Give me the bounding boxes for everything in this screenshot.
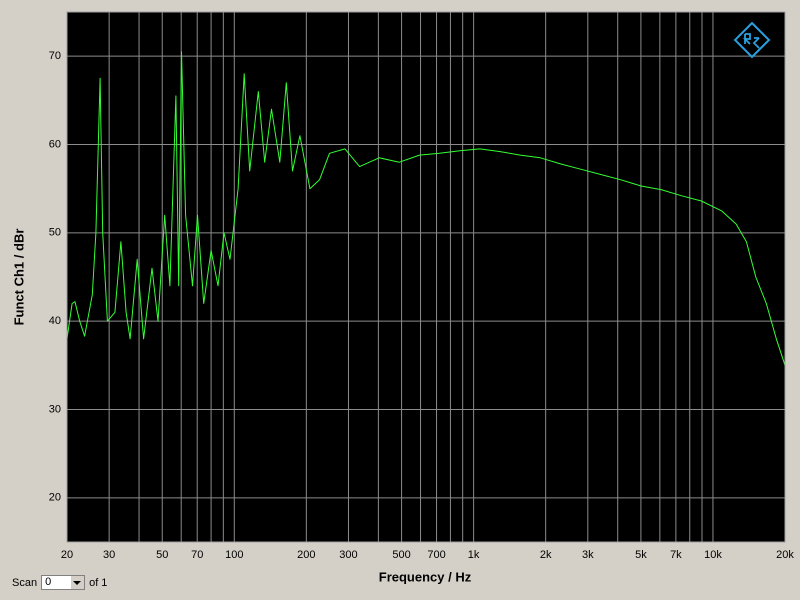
y-tick-label: 40 (49, 315, 61, 327)
x-tick-label: 500 (392, 549, 410, 561)
plot-area (67, 12, 785, 542)
y-tick-label: 70 (49, 50, 61, 62)
x-tick-label: 20 (61, 549, 73, 561)
x-tick-label: 2k (540, 549, 552, 561)
x-tick-label: 50 (156, 549, 168, 561)
logo (733, 21, 771, 59)
x-tick-label: 30 (103, 549, 115, 561)
y-axis-label: Funct Ch1 / dBr (11, 229, 26, 326)
scan-label: Scan (12, 576, 38, 589)
x-tick-label: 10k (704, 549, 722, 561)
of-label: of 1 (89, 576, 108, 589)
x-tick-label: 100 (225, 549, 243, 561)
x-tick-label: 700 (427, 549, 445, 561)
x-tick-label: 300 (339, 549, 357, 561)
x-tick-label: 5k (635, 549, 647, 561)
y-tick-label: 60 (49, 138, 61, 150)
x-tick-label: 200 (297, 549, 315, 561)
data-line (66, 51, 786, 366)
y-tick-label: 30 (49, 403, 61, 415)
y-tick-label: 50 (49, 227, 61, 239)
grid (66, 12, 786, 542)
x-tick-label: 70 (191, 549, 203, 561)
scan-value: 0 (45, 576, 52, 588)
x-tick-label: 1k (468, 549, 480, 561)
x-axis-label: Frequency / Hz (379, 569, 472, 584)
scan-select[interactable]: 0 (41, 575, 86, 590)
x-tick-label: 3k (582, 549, 594, 561)
plot-frame (66, 11, 786, 543)
y-tick-label: 20 (49, 492, 61, 504)
curve-group (66, 51, 786, 366)
x-tick-label: 7k (670, 549, 682, 561)
scan-control: Scan 0 of 1 (12, 575, 107, 590)
x-tick-label: 20k (776, 549, 794, 561)
